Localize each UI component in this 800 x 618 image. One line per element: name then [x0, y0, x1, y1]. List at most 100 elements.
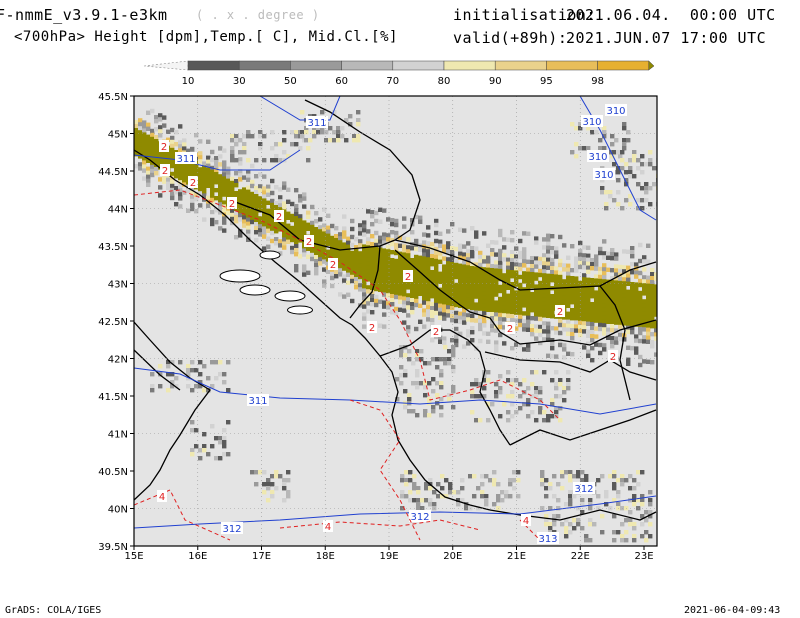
- temperature-contour: [279, 519, 481, 531]
- projection-note: ( . x . degree ): [196, 8, 320, 22]
- temperature-contour: [349, 399, 421, 541]
- height-label: 310: [582, 117, 601, 128]
- temperature-contour: [519, 519, 541, 541]
- temp-label-bg: [157, 490, 167, 502]
- init-label: initialisation:: [453, 6, 596, 24]
- footer-left: GrADS: COLA/IGES: [5, 605, 102, 616]
- colorbar-segment: [546, 60, 598, 71]
- temp-label: 2: [190, 178, 196, 189]
- height-label: 312: [574, 484, 593, 495]
- temp-label: 2: [507, 324, 513, 335]
- temp-label-bg: [367, 321, 377, 333]
- colorbar-label: 10: [182, 76, 195, 87]
- height-label: 313: [538, 534, 557, 545]
- colorbar-left-arrow: [143, 60, 189, 71]
- lon-label: 23E: [634, 551, 653, 562]
- lat-label: 42N: [108, 355, 128, 366]
- temp-label-bg: [608, 350, 618, 362]
- colorbar-label: 98: [591, 76, 604, 87]
- valid-value: 2021.JUN.07 17:00 UTC: [566, 29, 767, 47]
- border-bulgaria: [599, 285, 631, 401]
- height-label-bg: [605, 104, 627, 116]
- lat-label: 40.5N: [98, 467, 128, 478]
- temp-label-bg: [328, 258, 338, 270]
- lat-label: 43.5N: [98, 242, 128, 253]
- height-label-bg: [537, 532, 559, 544]
- temp-label: 2: [161, 142, 167, 153]
- lon-label: 18E: [316, 551, 335, 562]
- lat-label: 40N: [108, 505, 128, 516]
- lon-label: 20E: [443, 551, 462, 562]
- colorbar: 10 30 50 60 70 80 90 95 98: [143, 60, 655, 87]
- temp-label: 2: [306, 237, 312, 248]
- height-label-bg: [175, 152, 197, 164]
- island: [287, 305, 313, 315]
- colorbar-label: 80: [438, 76, 451, 87]
- lon-label: 17E: [252, 551, 271, 562]
- colorbar-segment: [238, 60, 291, 71]
- height-label: 310: [594, 170, 613, 181]
- height-label: 311: [307, 118, 326, 129]
- colorbar-label: 70: [386, 76, 399, 87]
- colorbar-segment: [290, 60, 342, 71]
- coastline-adriatic-east: [134, 149, 491, 511]
- height-contour: [134, 495, 657, 529]
- init-value: 2021.06.04. 00:00 UTC: [566, 6, 776, 24]
- height-label-bg: [306, 116, 328, 128]
- colorbar-segment: [494, 60, 547, 71]
- temp-label: 2: [229, 199, 235, 210]
- height-label: 312: [410, 512, 429, 523]
- coastline-italy: [134, 321, 211, 501]
- colorbar-segment: [187, 60, 240, 71]
- lon-label: 21E: [507, 551, 526, 562]
- temp-label-bg: [160, 164, 170, 176]
- border-albania: [379, 329, 511, 446]
- map-axes: 45.5N 45N 44.5N 44N 43.5N 43N 42.5N 42N 41.5N 41N…: [98, 92, 653, 562]
- lat-label: 44.5N: [98, 167, 128, 178]
- island: [219, 269, 261, 283]
- temperature-contour: [134, 189, 561, 421]
- model-title: F-nmmE_v3.9.1-e3km: [0, 6, 168, 24]
- temp-label-bg: [304, 235, 314, 247]
- temp-label: 2: [433, 327, 439, 338]
- height-label-bg: [587, 150, 609, 162]
- border-montenegro: [349, 245, 381, 319]
- temp-label-bg: [505, 322, 515, 334]
- height-label-bg: [593, 168, 615, 180]
- border-east-1: [394, 239, 657, 291]
- height-label-bg: [581, 115, 603, 127]
- border-bosnia: [229, 199, 396, 251]
- colorbar-segment: [597, 60, 650, 71]
- lat-label: 44N: [108, 205, 128, 216]
- height-label: 311: [176, 154, 195, 165]
- height-label-bg: [221, 522, 243, 534]
- colorbar-segment: [443, 60, 496, 71]
- lat-label: 41N: [108, 430, 128, 441]
- lat-label: 41.5N: [98, 392, 128, 403]
- lon-label: 16E: [188, 551, 207, 562]
- island: [239, 284, 271, 296]
- border-macedonia: [484, 351, 657, 381]
- colorbar-segment: [341, 60, 394, 71]
- temp-label: 2: [557, 307, 563, 318]
- island: [274, 290, 306, 302]
- temp-label: 2: [330, 260, 336, 271]
- temp-label: 2: [405, 272, 411, 283]
- temp-label-bg: [274, 210, 284, 222]
- lat-label: 45.5N: [98, 92, 128, 103]
- map-area: 311 311 311 310 310 310 310 312 312 312 313 2 2 2 2 2 2 2…: [133, 95, 658, 547]
- colorbar-right-arrow: [648, 60, 655, 71]
- height-contour: [134, 149, 301, 171]
- lon-label: 15E: [124, 551, 143, 562]
- colorbar-label: 60: [335, 76, 348, 87]
- height-contour: [134, 367, 657, 415]
- lat-label: 45N: [108, 130, 128, 141]
- lon-label: 22E: [571, 551, 590, 562]
- temp-label-bg: [323, 520, 333, 532]
- temp-label: 2: [610, 352, 616, 363]
- border-greece: [509, 409, 657, 446]
- height-label-bg: [573, 482, 595, 494]
- lon-label: 19E: [379, 551, 398, 562]
- temp-label-bg: [521, 514, 531, 526]
- temp-label-bg: [431, 325, 441, 337]
